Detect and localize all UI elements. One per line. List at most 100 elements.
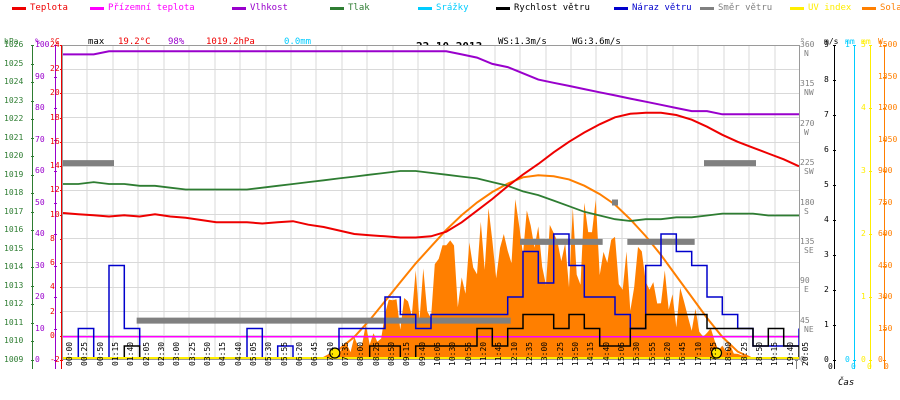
series-wind-direction-bar (136, 317, 511, 324)
legend-humidity[interactable]: Vlhkost (232, 2, 288, 15)
axis-rain-tick-label: 1 (845, 40, 850, 49)
axis-temperature-unit: °C (50, 37, 60, 46)
legend-solar[interactable]: Solar (862, 2, 900, 15)
axis-wind-tick-label: 5 (824, 180, 829, 189)
axis-direction-tick-label: 45 NE (800, 316, 814, 334)
series-wind-direction-bar (612, 199, 618, 206)
axis-wind-tick-mark (833, 115, 836, 116)
legend-wind-gust[interactable]: Náraz větru (614, 2, 692, 15)
axis-zero-label: 0 (851, 362, 856, 371)
x-tick-label: 03:00 (172, 341, 182, 366)
legend-temperature[interactable]: Teplota (12, 2, 68, 15)
axis-wind-tick-label: 7 (824, 110, 829, 119)
legend-wind-direction[interactable]: Směr větru (700, 2, 772, 15)
x-axis-labels: 00:00 00:25 00:50 01:15 01:40 02:05 02:30 03:00… (0, 342, 900, 400)
x-tick-label: 08:00 (356, 341, 366, 366)
series-humidity (63, 50, 799, 116)
axis-pressure-tick-label: 1015 (4, 243, 24, 253)
axis-pressure-tick-label: 1020 (4, 151, 24, 161)
axis-wind-tick-label: 4 (824, 215, 829, 224)
legend-label: Přízemní teplota (108, 3, 195, 13)
x-tick-label: 16:20 (663, 341, 672, 366)
axis-pressure-tick-mark (31, 211, 34, 213)
axis-pressure-tick-label: 1019 (4, 169, 24, 179)
axis-humidity-tick-label: 30 (35, 260, 45, 270)
axis-pressure-tick-mark (31, 45, 34, 46)
axis-solar-tick-mark (883, 234, 886, 235)
axis-zero-label: 0 (884, 362, 889, 371)
axis-solar-tick-label: 1500 (878, 40, 898, 49)
axis-pressure-tick-mark (31, 156, 34, 158)
axis-temperature-tick-label: 4 (50, 282, 55, 292)
axis-humidity-tick-label: 90 (35, 71, 45, 81)
axis-humidity-tick-mark (54, 139, 57, 141)
axis-humidity-tick-label: 20 (35, 292, 45, 301)
x-tick-label: 17:10 (693, 341, 703, 366)
axis-rain-tick-label: 0 (845, 355, 850, 364)
axis-direction-tick-label: 270 W (800, 119, 814, 137)
axis-uv-unit: mm (861, 37, 871, 46)
plot-border (62, 45, 800, 360)
axis-uv-tick-mark (869, 234, 872, 235)
legend-label: Teplota (30, 3, 68, 13)
x-tick-label: 00:50 (95, 341, 105, 366)
axis-wind-tick-mark (833, 325, 836, 326)
axis-humidity-tick-mark (54, 328, 57, 330)
legend-label: Směr větru (718, 3, 773, 13)
axis-solar-tick-label: 900 (878, 167, 892, 175)
axis-pressure-line (32, 45, 33, 369)
sunset-marker-icon (710, 347, 723, 359)
axis-wind-tick-label: 6 (824, 145, 829, 154)
axis-temperature-tick-label: 10 (50, 209, 60, 219)
axis-pressure-tick-label: 1022 (4, 114, 24, 124)
legend-precipitation[interactable]: Srážky (418, 2, 469, 15)
legend-wind-speed[interactable]: Rychlost větru (496, 2, 590, 15)
x-tick-label: 00:00 (65, 341, 74, 366)
x-tick-label: 03:25 (187, 341, 197, 366)
x-tick-label: 19:15 (770, 341, 780, 366)
legend-pressure[interactable]: Tlak (330, 2, 370, 15)
series-solar-line (63, 174, 799, 360)
tick-degrees: 135 (800, 236, 815, 246)
axis-uv-tick-mark (869, 297, 872, 298)
x-tick-label: 10:55 (463, 341, 473, 366)
axis-direction-tick-label: 180 S (800, 198, 814, 216)
axis-wind-tick-mark (833, 150, 836, 151)
x-tick-label: 02:05 (141, 341, 151, 366)
plot-area[interactable] (62, 45, 800, 360)
axis-humidity-tick-mark (54, 108, 57, 109)
axis-zero-label: 0 (867, 362, 872, 371)
axis-wind-tick-mark (833, 80, 836, 81)
axis-pressure-tick-label: 1025 (4, 58, 24, 68)
x-tick-label: 11:20 (479, 341, 488, 366)
axis-solar-unit: W (878, 37, 883, 46)
series-wind-speed (63, 313, 800, 360)
axis-humidity-tick-label: 100 (35, 40, 50, 49)
stats-row-max: max 19.2°C 98% 1019.2hPa 0.0mm (88, 37, 311, 47)
axis-solar-tick-label: 450 (878, 261, 892, 270)
axis-wind-line (834, 45, 835, 369)
axis-solar-tick-label: 1050 (878, 134, 898, 144)
tick-cardinal: SW (804, 167, 814, 177)
x-tick-label: 05:05 (249, 341, 258, 366)
x-tick-label: 06:45 (310, 341, 320, 366)
axis-wind-tick-label: 8 (824, 75, 829, 84)
legend-swatch-icon (790, 7, 804, 10)
stats-wind-gust: WG:3.6m/s (572, 37, 621, 47)
x-tick-label: 10:05 (433, 341, 442, 366)
x-tick-label: 20:05 (801, 341, 810, 366)
axis-direction-tick-label: 135 SE (800, 236, 815, 255)
legend-uv-index[interactable]: UV index (790, 2, 851, 15)
legend-swatch-icon (700, 7, 714, 10)
axis-temperature-tick-label: 8 (50, 233, 55, 243)
x-tick-label: 01:40 (126, 341, 136, 366)
legend-swatch-icon (90, 7, 104, 10)
axis-temperature-tick-label: 24 (50, 40, 60, 49)
legend-ground-temperature[interactable]: Přízemní teplota (90, 2, 195, 15)
axis-wind-tick-mark (833, 360, 836, 361)
axis-pressure-tick-mark (31, 174, 34, 176)
axis-solar-tick-mark (883, 139, 886, 141)
axis-wind-tick-label: 3 (824, 250, 829, 259)
x-tick-label: 04:15 (218, 341, 228, 366)
